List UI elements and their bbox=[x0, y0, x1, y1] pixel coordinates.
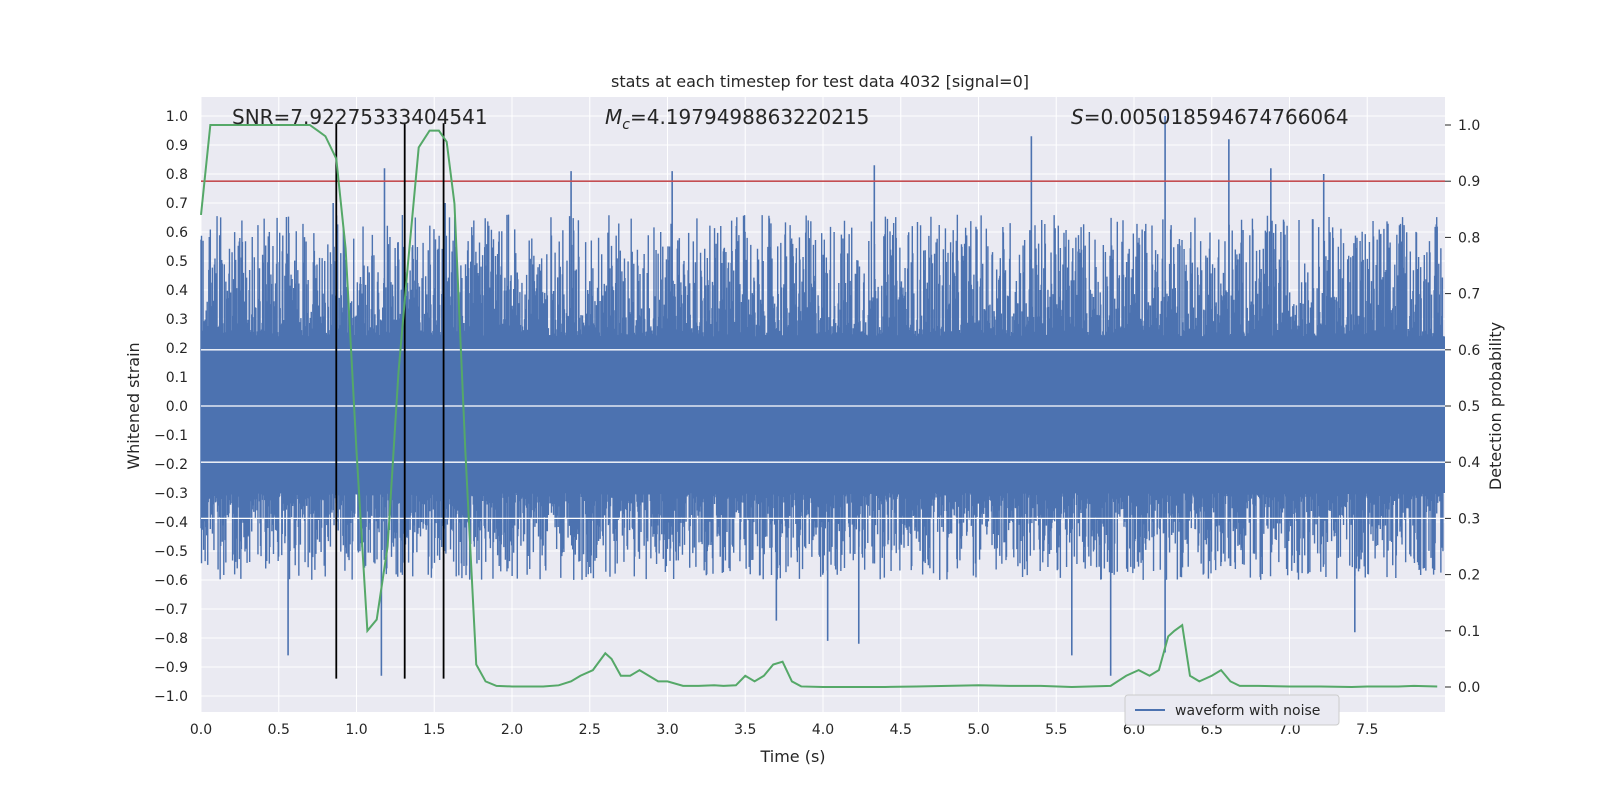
y-tick-label: −0.7 bbox=[154, 602, 188, 618]
x-tick-label: 1.5 bbox=[423, 722, 445, 738]
y-tick-label: −0.2 bbox=[154, 457, 188, 473]
x-tick-label: 5.0 bbox=[967, 722, 989, 738]
right-y-tick-label: 0.6 bbox=[1458, 343, 1480, 359]
x-tick-label: 5.5 bbox=[1045, 722, 1067, 738]
s-symbol: S bbox=[1071, 105, 1084, 129]
legend: waveform with noise bbox=[1124, 694, 1340, 726]
right-y-tick-label: 0.5 bbox=[1458, 399, 1480, 415]
x-tick-label: 7.0 bbox=[1278, 722, 1300, 738]
y-axis-label: Whitened strain bbox=[124, 342, 143, 469]
right-y-tick-label: 1.0 bbox=[1458, 118, 1480, 134]
x-tick-label: 4.5 bbox=[890, 722, 912, 738]
s-value: =0.005018594674766064 bbox=[1084, 105, 1349, 129]
right-y-axis-label: Detection probability bbox=[1486, 322, 1505, 490]
x-tick-label: 0.5 bbox=[268, 722, 290, 738]
y-tick-label: −0.6 bbox=[154, 573, 188, 589]
y-tick-label: −1.0 bbox=[154, 689, 188, 705]
right-y-tick-label: 0.7 bbox=[1458, 287, 1480, 303]
x-tick-label: 6.5 bbox=[1201, 722, 1223, 738]
right-y-tick-label: 0.1 bbox=[1458, 624, 1480, 640]
chart-title: stats at each timestep for test data 403… bbox=[611, 72, 1029, 91]
y-tick-label: 0.7 bbox=[166, 196, 188, 212]
x-tick-label: 4.0 bbox=[812, 722, 834, 738]
x-tick-label: 7.5 bbox=[1356, 722, 1378, 738]
x-axis-label: Time (s) bbox=[759, 747, 825, 766]
y-tick-label: 0.5 bbox=[166, 254, 188, 270]
x-tick-label: 2.5 bbox=[579, 722, 601, 738]
x-tick-label: 1.0 bbox=[345, 722, 367, 738]
right-y-tick-label: 0.3 bbox=[1458, 511, 1480, 527]
x-tick-label: 3.5 bbox=[734, 722, 756, 738]
y-tick-label: −0.1 bbox=[154, 428, 188, 444]
snr-annotation: SNR=7.92275333404541 bbox=[232, 105, 488, 129]
y-tick-label: −0.8 bbox=[154, 631, 188, 647]
x-tick-label: 3.0 bbox=[656, 722, 678, 738]
x-tick-label: 0.0 bbox=[190, 722, 212, 738]
right-y-axis-ticks: 1.0 0.9 0.8 0.7 0.6 0.5 0.4 0.3 0.2 0.1 0.0 bbox=[1445, 118, 1480, 696]
y-tick-label: 0.8 bbox=[166, 167, 188, 183]
right-y-tick-label: 0.9 bbox=[1458, 174, 1480, 190]
legend-waveform-label: waveform with noise bbox=[1175, 703, 1320, 719]
waveform-dense-band bbox=[201, 336, 1445, 493]
y-axis-ticks: 1.0 0.9 0.8 0.7 0.6 0.5 0.4 0.3 0.2 0.1 0.0 −0.1 −0.… bbox=[154, 109, 188, 705]
chirp-mass-annotation: Mc=4.1979498863220215 bbox=[605, 105, 869, 133]
chirp-mass-symbol: M bbox=[605, 105, 622, 129]
y-tick-label: 0.3 bbox=[166, 312, 188, 328]
legend-box bbox=[1124, 694, 1340, 726]
right-y-tick-label: 0.4 bbox=[1458, 455, 1480, 471]
right-y-tick-label: 0.8 bbox=[1458, 230, 1480, 246]
waveform-with-noise-series bbox=[200, 116, 1445, 676]
y-tick-label: 0.1 bbox=[166, 370, 188, 386]
y-tick-label: −0.5 bbox=[154, 544, 188, 560]
x-tick-label: 6.0 bbox=[1123, 722, 1145, 738]
y-tick-label: 0.6 bbox=[166, 225, 188, 241]
probability-line bbox=[200, 124, 1438, 689]
y-tick-label: 0.2 bbox=[166, 341, 188, 357]
y-tick-label: 0.4 bbox=[166, 283, 188, 299]
y-tick-label: −0.9 bbox=[154, 660, 188, 676]
y-tick-label: 0.0 bbox=[166, 399, 188, 415]
chirp-mass-value: =4.1979498863220215 bbox=[630, 105, 869, 129]
y-tick-label: −0.4 bbox=[154, 515, 188, 531]
right-y-tick-label: 0.2 bbox=[1458, 568, 1480, 584]
x-tick-label: 2.0 bbox=[501, 722, 523, 738]
event-markers bbox=[335, 123, 445, 679]
x-axis-ticks: 0.0 0.5 1.0 1.5 2.0 2.5 3.0 3.5 4.0 4.5 5.0 5.5 6.0 6… bbox=[190, 722, 1379, 738]
s-annotation: S=0.005018594674766064 bbox=[1071, 105, 1349, 129]
chirp-mass-subscript: c bbox=[622, 117, 630, 133]
y-tick-label: 0.9 bbox=[166, 138, 188, 154]
y-tick-label: 1.0 bbox=[166, 109, 188, 125]
detection-probability-series bbox=[200, 124, 1438, 689]
y-tick-label: −0.3 bbox=[154, 486, 188, 502]
right-y-tick-label: 0.0 bbox=[1458, 680, 1480, 696]
